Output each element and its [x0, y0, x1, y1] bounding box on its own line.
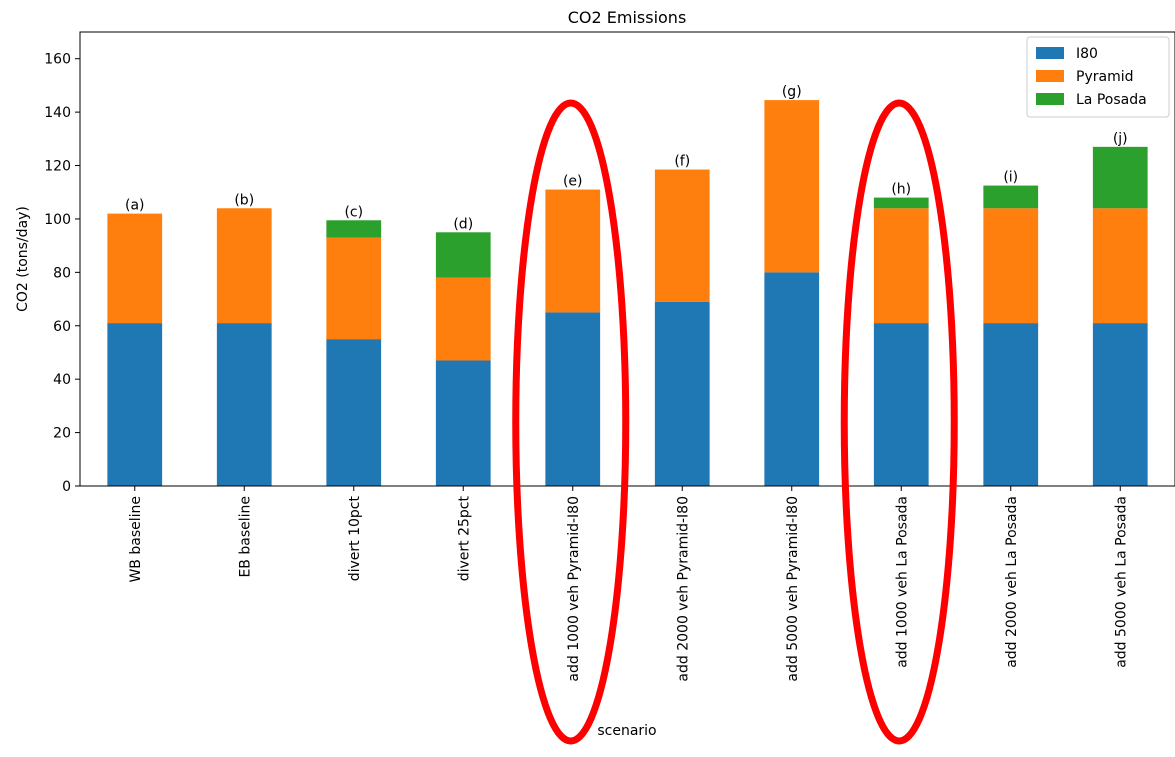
bar-i80-1 — [216, 323, 272, 486]
bar-label-9: (j) — [1113, 131, 1128, 147]
bar-pyramid-0 — [107, 213, 163, 324]
bar-i80-0 — [107, 323, 163, 486]
x-axis-title: scenario — [597, 723, 656, 739]
bar-pyramid-8 — [983, 208, 1039, 324]
bar-pyramid-5 — [654, 169, 710, 302]
x-tick-label-9: add 5000 veh La Posada — [1113, 496, 1129, 668]
legend-swatch-la-posada — [1036, 93, 1064, 105]
bars-layer: (a) (b) (c) (d) (e) (f) (g) (h) (i) (j) — [107, 84, 1148, 486]
legend-label-la-posada: La Posada — [1076, 92, 1147, 108]
y-tick-label-140: 140 — [44, 105, 71, 121]
y-tick-label-80: 80 — [53, 265, 71, 281]
y-tick-label-120: 120 — [44, 159, 71, 175]
bar-i80-8 — [983, 323, 1039, 486]
x-tick-label-0: WB baseline — [128, 496, 144, 583]
bar-pyramid-2 — [326, 237, 382, 340]
legend-swatch-pyramid — [1036, 70, 1064, 82]
y-tick-label-20: 20 — [53, 426, 71, 442]
bar-label-1: (b) — [234, 192, 254, 208]
highlight-ellipse-1 — [840, 99, 958, 745]
bar-pyramid-6 — [764, 100, 820, 273]
bar-label-8: (i) — [1003, 170, 1018, 186]
legend: I80 Pyramid La Posada — [1026, 36, 1170, 118]
x-tick-label-6: add 5000 veh Pyramid-I80 — [785, 496, 801, 682]
bar-i80-9 — [1092, 323, 1148, 486]
bar-la-posada-7 — [873, 197, 929, 209]
bar-la-posada-9 — [1092, 146, 1148, 209]
bar-label-3: (d) — [453, 216, 473, 232]
bar-label-5: (f) — [674, 154, 690, 170]
bar-pyramid-3 — [435, 277, 491, 361]
bar-i80-3 — [435, 360, 491, 486]
bar-label-7: (h) — [891, 182, 911, 198]
bar-i80-6 — [764, 272, 820, 486]
y-tick-label-100: 100 — [44, 212, 71, 228]
legend-label-pyramid: Pyramid — [1076, 69, 1133, 85]
x-tick-label-3: divert 25pct — [456, 495, 472, 581]
bar-label-4: (e) — [563, 174, 583, 190]
bar-label-0: (a) — [125, 198, 145, 214]
bar-label-6: (g) — [782, 84, 802, 100]
legend-label-i80: I80 — [1076, 46, 1098, 62]
bar-pyramid-9 — [1092, 208, 1148, 324]
bar-i80-7 — [873, 323, 929, 486]
x-tick-label-2: divert 10pct — [347, 495, 363, 581]
highlight-layer — [512, 99, 958, 745]
y-tick-label-40: 40 — [53, 372, 71, 388]
highlight-ellipse-0 — [512, 99, 630, 745]
bar-la-posada-3 — [435, 232, 491, 278]
x-tick-label-5: add 2000 veh Pyramid-I80 — [675, 496, 691, 682]
x-tick-label-4: add 1000 veh Pyramid-I80 — [566, 496, 582, 682]
y-tick-label-60: 60 — [53, 319, 71, 335]
x-tick-label-8: add 2000 veh La Posada — [1004, 496, 1020, 668]
x-tick-label-1: EB baseline — [237, 496, 253, 578]
bar-pyramid-1 — [216, 208, 272, 324]
bar-label-2: (c) — [344, 204, 363, 220]
bar-pyramid-7 — [873, 208, 929, 324]
y-axis-title: CO2 (tons/day) — [15, 206, 31, 312]
y-tick-label-160: 160 — [44, 52, 71, 68]
chart-title: CO2 Emissions — [568, 8, 687, 27]
y-tick-label-0: 0 — [62, 479, 71, 495]
axes-layer: WB baseline EB baseline divert 10pct divert… — [44, 52, 1129, 682]
legend-swatch-i80 — [1036, 47, 1064, 59]
bar-pyramid-4 — [545, 189, 601, 313]
bar-i80-2 — [326, 339, 382, 486]
bar-i80-4 — [545, 312, 601, 486]
x-tick-label-7: add 1000 veh La Posada — [894, 496, 910, 668]
bar-la-posada-8 — [983, 185, 1039, 209]
bar-i80-5 — [654, 301, 710, 486]
bar-la-posada-2 — [326, 220, 382, 238]
